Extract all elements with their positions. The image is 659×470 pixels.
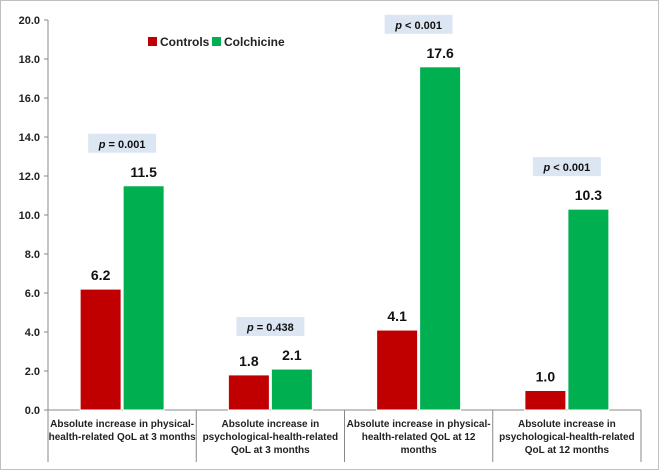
y-tick-label: 12.0 [19,171,40,183]
y-tick-label: 2.0 [25,366,40,378]
bar-colchicine [270,368,313,411]
bar-controls [79,288,122,411]
category-label: Absolute increase in psychological-health… [499,419,635,456]
p-value-box [532,157,601,177]
data-label: 1.8 [239,353,259,369]
legend-label-controls: Controls [160,35,210,49]
y-tick-label: 14.0 [19,132,40,144]
data-label: 2.1 [282,347,302,363]
p-value-box [236,317,305,337]
y-tick-label: 4.0 [25,327,40,339]
data-label: 1.0 [536,369,556,385]
y-tick-label: 16.0 [19,93,40,105]
p-value-box [384,14,453,34]
bar-colchicine [567,208,610,411]
y-tick-label: 0.0 [25,405,40,417]
bar-controls [524,390,567,411]
y-tick-label: 10.0 [19,210,40,222]
y-tick-label: 6.0 [25,288,40,300]
p-value-label: p = 0.438 [246,322,294,334]
data-label: 4.1 [387,308,407,324]
y-tick-label: 20.0 [19,15,40,27]
legend-swatch-controls [148,37,157,46]
data-label: 6.2 [91,267,111,283]
data-label: 17.6 [427,45,454,61]
bar-colchicine [419,66,462,411]
legend-label-colchicine: Colchicine [224,35,285,49]
bar-controls [376,329,419,411]
data-label: 10.3 [575,187,602,203]
data-label: 11.5 [130,164,157,180]
category-label: Absolute increase in psychological-health… [203,419,339,456]
p-value-label: p = 0.001 [98,139,146,151]
p-value-label: p < 0.001 [394,20,442,32]
legend-swatch-colchicine [212,37,221,46]
p-value-label: p < 0.001 [542,162,590,174]
bar-colchicine [122,185,165,411]
category-label: Absolute increase in physical-health-rel… [347,419,491,456]
y-tick-label: 8.0 [25,249,40,261]
y-tick-label: 18.0 [19,54,40,66]
bar-controls [227,374,270,411]
p-value-box [88,133,157,153]
category-label: Absolute increase in physical-health-rel… [49,419,196,443]
